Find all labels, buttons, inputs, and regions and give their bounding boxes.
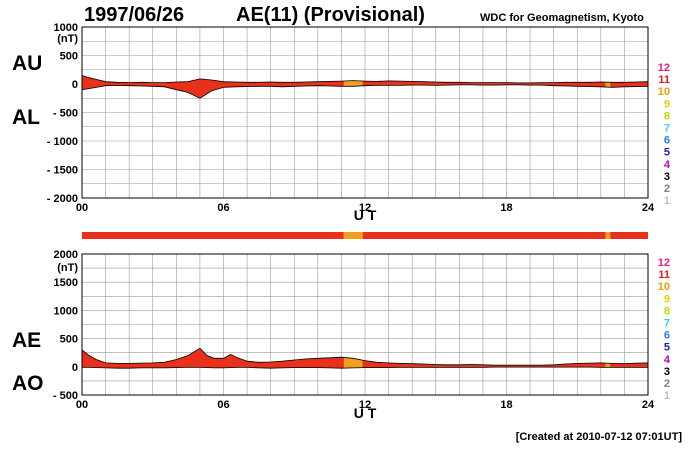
date-label: 1997/06/26	[84, 4, 185, 26]
series-lower-line	[81, 84, 649, 99]
y-tick-label: - 2000	[47, 193, 78, 205]
y-unit-label: (nT)	[57, 33, 78, 45]
x-tick-label: 24	[642, 399, 655, 411]
station-bar-segment	[610, 232, 648, 239]
y-tick-label: - 500	[53, 108, 78, 120]
station-bar-segment	[82, 232, 344, 239]
series-upper-line	[81, 75, 649, 84]
series-lower-line	[82, 366, 648, 369]
x-tick-label: 12	[359, 399, 371, 411]
y-tick-label: - 1000	[47, 136, 78, 148]
station-count-label: 7	[664, 318, 670, 330]
station-count-label: 1	[664, 195, 670, 207]
station-count-label: 4	[664, 159, 671, 171]
station-count-label: 5	[664, 147, 670, 159]
created-timestamp: [Created at 2010-07-12 07:01UT]	[515, 431, 682, 443]
station-count-label: 3	[664, 366, 670, 378]
x-tick-label: 18	[500, 202, 512, 214]
station-count-label: 11	[658, 269, 670, 281]
station-bar-segment	[362, 232, 606, 239]
y-tick-label: 0	[72, 79, 78, 91]
series-band-highlight	[343, 80, 363, 87]
series-band-area	[82, 348, 648, 369]
station-count-label: 12	[658, 62, 670, 74]
station-count-label: 11	[658, 74, 670, 86]
y-tick-label: 1500	[54, 277, 78, 289]
station-count-label: 1	[664, 390, 670, 402]
side-label-ae: AE	[12, 329, 41, 352]
chart-title: AE(11) (Provisional)	[236, 4, 425, 26]
y-tick-label: - 1500	[47, 165, 78, 177]
x-axis-label: U T	[354, 207, 377, 223]
station-bar-segment	[605, 232, 611, 239]
x-tick-label: 18	[500, 399, 512, 411]
y-tick-label: 500	[60, 51, 78, 63]
x-tick-label: 06	[217, 202, 229, 214]
side-label-au: AU	[12, 52, 42, 75]
station-count-label: 6	[664, 135, 670, 147]
side-label-ao: AO	[12, 372, 44, 395]
station-count-label: 10	[658, 281, 670, 293]
station-bar-segment	[343, 232, 363, 239]
plot-frame	[81, 26, 649, 199]
y-unit-label: (nT)	[57, 262, 78, 274]
series-upper-line	[81, 347, 649, 366]
x-tick-label: 12	[359, 202, 371, 214]
x-tick-label: 00	[76, 399, 88, 411]
x-tick-label: 24	[642, 202, 655, 214]
series-band-highlight	[605, 82, 611, 88]
station-count-label: 9	[664, 98, 670, 110]
series-band-area	[82, 75, 648, 99]
station-count-label: 12	[658, 257, 670, 269]
y-tick-label: 1000	[54, 305, 78, 317]
y-tick-label: 500	[60, 334, 78, 346]
source-label: WDC for Geomagnetism, Kyoto	[480, 12, 644, 24]
station-count-label: 9	[664, 293, 670, 305]
y-tick-label: 0	[72, 362, 78, 374]
plot-frame	[81, 253, 649, 396]
station-count-label: 2	[664, 183, 670, 195]
x-tick-label: 06	[217, 399, 229, 411]
side-label-al: AL	[12, 106, 40, 129]
x-tick-label: 00	[76, 202, 88, 214]
x-axis-label: U T	[354, 405, 377, 421]
station-count-label: 3	[664, 171, 670, 183]
station-count-label: 8	[664, 305, 670, 317]
y-tick-label: - 500	[53, 390, 78, 402]
series-band-highlight	[343, 357, 363, 369]
station-count-label: 4	[664, 354, 671, 366]
y-tick-label: 2000	[54, 249, 78, 261]
station-count-label: 7	[664, 123, 670, 135]
series-band-highlight	[605, 363, 611, 368]
station-count-label: 5	[664, 342, 670, 354]
station-count-label: 8	[664, 110, 670, 122]
station-count-label: 6	[664, 330, 670, 342]
station-count-label: 2	[664, 378, 670, 390]
y-tick-label: 1000	[54, 22, 78, 34]
station-count-label: 10	[658, 86, 670, 98]
